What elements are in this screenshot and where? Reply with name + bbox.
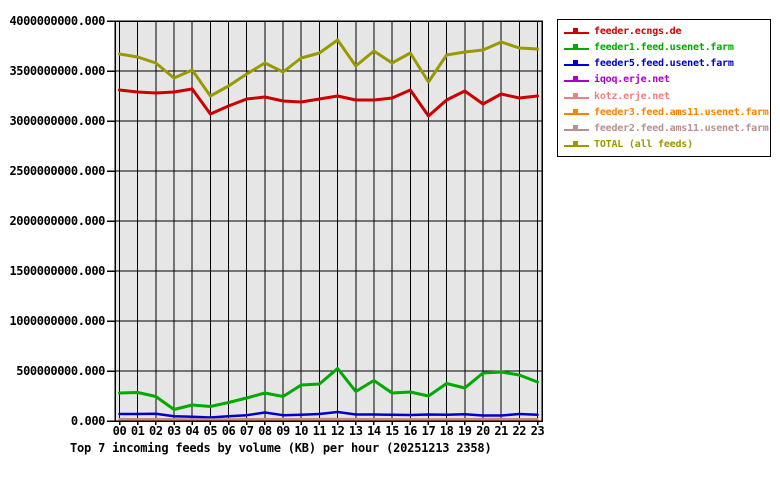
plot-border: [114, 20, 543, 422]
x-tick-label: 22: [512, 424, 526, 438]
legend-item-feeder2-feed-ams11-usenet-farm: feeder2.feed.ams11.usenet.farm: [563, 122, 770, 135]
y-tick-label: 0.000: [71, 414, 105, 428]
legend: feeder.ecngs.de feeder1.feed.usenet.farm f…: [557, 19, 771, 157]
legend-square-marker-icon: [573, 60, 578, 66]
x-tick-label: 05: [204, 424, 218, 438]
legend-item-total-all-feeds: TOTAL (all feeds): [563, 138, 770, 151]
x-tick-label: 11: [313, 424, 327, 438]
legend-square-marker-icon: [573, 43, 578, 49]
legend-line-sample: [564, 125, 589, 132]
legend-square-marker-icon: [573, 76, 578, 82]
legend-line-sample: [564, 76, 589, 83]
series-line-feeder5-feed-usenet-farm: [118, 410, 539, 419]
x-tick-label: 12: [331, 424, 345, 438]
x-tick-label: 09: [276, 424, 290, 438]
chart-title: Top 7 incoming feeds by volume (KB) per …: [70, 441, 492, 455]
x-tick-label: 03: [167, 424, 181, 438]
y-tick-label: 1000000000.000: [9, 314, 105, 328]
x-tick-label: 15: [385, 424, 399, 438]
y-tick-label: 1500000000.000: [9, 264, 105, 278]
legend-label: feeder.ecngs.de: [594, 25, 682, 37]
x-tick-label: 17: [422, 424, 436, 438]
x-tick-label: 07: [240, 424, 254, 438]
legend-label: feeder5.feed.usenet.farm: [594, 58, 734, 70]
series-line-feeder1-feed-usenet-farm: [118, 367, 539, 411]
legend-square-marker-icon: [573, 108, 578, 114]
legend-line-sample: [564, 27, 589, 34]
x-tick-label: 19: [458, 424, 472, 438]
series-line-feeder-ecngs-de: [118, 87, 539, 118]
legend-item-iqoq-erje-net: iqoq.erje.net: [563, 73, 770, 86]
legend-square-marker-icon: [573, 141, 578, 147]
legend-item-feeder5-feed-usenet-farm: feeder5.feed.usenet.farm: [563, 57, 770, 70]
legend-item-feeder3-feed-ams11-usenet-farm: feeder3.feed.ams11.usenet.farm: [563, 106, 770, 119]
x-tick-label: 13: [349, 424, 363, 438]
x-tick-label: 06: [222, 424, 236, 438]
x-tick-label: 10: [294, 424, 308, 438]
y-tick-label: 3500000000.000: [9, 64, 105, 78]
legend-label: feeder2.feed.ams11.usenet.farm: [594, 123, 769, 135]
x-tick-label: 16: [403, 424, 417, 438]
x-tick-label: 21: [494, 424, 508, 438]
y-tick-label: 2500000000.000: [9, 164, 105, 178]
legend-line-sample: [564, 141, 589, 148]
legend-label: kotz.erje.net: [594, 90, 670, 102]
legend-item-feeder-ecngs-de: feeder.ecngs.de: [563, 25, 770, 38]
legend-line-sample: [564, 92, 589, 99]
x-tick-label: 20: [476, 424, 490, 438]
y-tick-label: 2000000000.000: [9, 214, 105, 228]
legend-label: TOTAL (all feeds): [594, 139, 693, 151]
y-tick-label: 500000000.000: [16, 364, 105, 378]
y-tick-label: 4000000000.000: [9, 14, 105, 28]
legend-label: feeder1.feed.usenet.farm: [594, 41, 734, 53]
legend-item-feeder1-feed-usenet-farm: feeder1.feed.usenet.farm: [563, 41, 770, 54]
x-tick-label: 08: [258, 424, 272, 438]
legend-line-sample: [564, 108, 589, 115]
legend-line-sample: [564, 60, 589, 67]
legend-square-marker-icon: [573, 125, 578, 131]
x-tick-label: 23: [531, 424, 545, 438]
x-tick-label: 02: [149, 424, 163, 438]
legend-line-sample: [564, 43, 589, 50]
y-tick-label: 3000000000.000: [9, 114, 105, 128]
x-tick-label: 04: [185, 424, 199, 438]
legend-item-kotz-erje-net: kotz.erje.net: [563, 90, 770, 103]
legend-label: iqoq.erje.net: [594, 74, 670, 86]
series-line-total-all-feeds: [118, 38, 539, 98]
legend-label: feeder3.feed.ams11.usenet.farm: [594, 106, 769, 118]
series-line-feeder2-feed-ams11-usenet-farm: [118, 417, 539, 421]
x-tick-label: 00: [113, 424, 127, 438]
x-tick-label: 01: [131, 424, 145, 438]
x-tick-label: 18: [440, 424, 454, 438]
legend-square-marker-icon: [573, 27, 578, 33]
legend-square-marker-icon: [573, 92, 578, 98]
x-tick-label: 14: [367, 424, 381, 438]
